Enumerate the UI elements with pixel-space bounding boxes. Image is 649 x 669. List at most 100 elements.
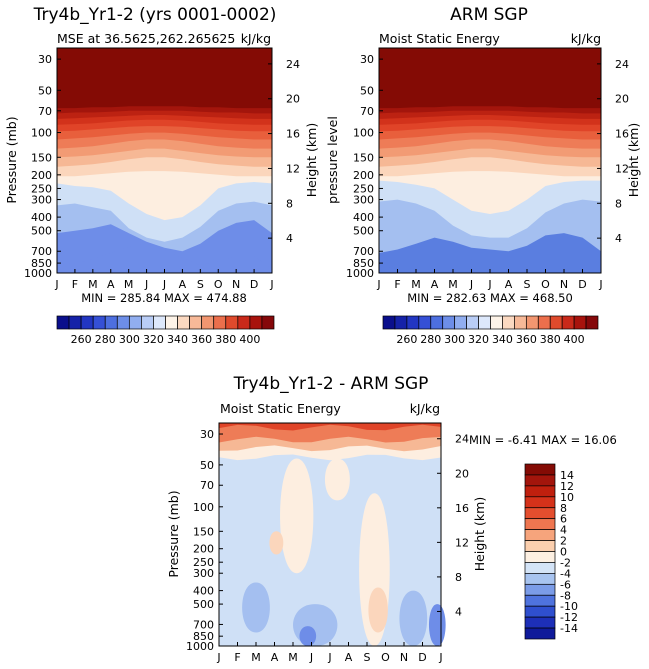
- colorbar-label: -4: [560, 567, 571, 580]
- colorbar-swatch: [165, 315, 178, 330]
- panel-diff-subtitle-left: Moist Static Energy: [220, 401, 341, 416]
- month-tick-label: J: [144, 278, 148, 291]
- panel-model-subtitle-left: MSE at 36.5625,262.265625: [57, 31, 235, 46]
- pressure-tick-label: 50: [38, 84, 52, 97]
- colorbar-swatch: [585, 315, 599, 330]
- colorbar-swatch: [524, 507, 556, 520]
- month-tick-label: F: [234, 651, 240, 664]
- pressure-tick-label: 500: [353, 225, 374, 238]
- colorbar-swatch: [537, 315, 551, 330]
- colorbar-swatch: [524, 573, 556, 585]
- pressure-tick-label: 850: [31, 257, 52, 270]
- height-tick-label: 20: [615, 93, 629, 106]
- colorbar-swatch: [116, 315, 130, 330]
- contour-region: [280, 458, 314, 574]
- colorbar-label: -6: [560, 578, 571, 591]
- pressure-tick-label: 250: [193, 556, 214, 569]
- colorbar-swatch: [525, 315, 539, 330]
- colorbar-swatch: [524, 529, 556, 541]
- panel-obs-contours: [379, 48, 601, 273]
- colorbar-swatch: [502, 315, 515, 330]
- colorbar-label: 320: [143, 333, 164, 346]
- panel-model: Try4b_Yr1-2 (yrs 0001-0002) MSE at 36.56…: [4, 5, 319, 346]
- month-tick-label: F: [72, 278, 78, 291]
- pressure-tick-label: 400: [31, 211, 52, 224]
- pressure-tick-label: 200: [193, 543, 214, 556]
- colorbar-swatch: [524, 594, 556, 607]
- month-tick-label: J: [269, 278, 273, 291]
- colorbar-swatch: [524, 540, 556, 552]
- month-tick-label: O: [381, 651, 390, 664]
- contour-region: [269, 531, 284, 555]
- pressure-tick-label: 300: [31, 194, 52, 207]
- panel-model-subtitle-right: kJ/kg: [241, 31, 271, 46]
- pressure-tick-label: 850: [353, 257, 374, 270]
- panel-obs-stats: MIN = 282.63 MAX = 468.50: [407, 291, 573, 305]
- month-tick-label: A: [179, 278, 187, 291]
- pressure-tick-label: 700: [353, 245, 374, 258]
- panel-diff-title: Try4b_Yr1-2 - ARM SGP: [233, 374, 429, 394]
- panel-model-colorbar: 260 280 300 320 340 360 380 400: [56, 315, 275, 346]
- colorbar-swatch: [430, 315, 444, 330]
- colorbar-swatch: [141, 315, 154, 330]
- colorbar-swatch: [524, 463, 556, 476]
- month-tick-label: N: [232, 278, 240, 291]
- panel-model-y2label: Height (km): [304, 123, 319, 197]
- month-tick-label: O: [541, 278, 550, 291]
- pressure-tick-label: 100: [193, 501, 214, 514]
- colorbar-label: 10: [560, 491, 574, 504]
- pressure-tick-label: 500: [31, 225, 52, 238]
- colorbar-swatch: [524, 518, 556, 530]
- height-tick-label: 24: [455, 433, 469, 446]
- colorbar-label: -2: [560, 556, 571, 569]
- colorbar-swatch: [549, 315, 563, 330]
- colorbar-swatch: [524, 562, 556, 574]
- colorbar-swatch: [394, 315, 408, 330]
- month-tick-label: M: [288, 651, 298, 664]
- colorbar-label: 4: [560, 524, 567, 537]
- panel-diff-contours: [219, 423, 446, 646]
- colorbar-label: 2: [560, 535, 567, 548]
- colorbar-label: 380: [540, 333, 561, 346]
- month-tick-label: J: [309, 651, 313, 664]
- colorbar-swatch: [128, 315, 142, 330]
- colorbar-label: -14: [560, 622, 578, 635]
- pressure-tick-label: 250: [353, 182, 374, 195]
- month-tick-label: N: [400, 651, 408, 664]
- colorbar-label: 8: [560, 502, 567, 515]
- colorbar-swatch: [406, 315, 420, 330]
- pressure-tick-label: 400: [353, 211, 374, 224]
- colorbar-label: 300: [444, 333, 465, 346]
- colorbar-label: 14: [560, 469, 574, 482]
- month-tick-label: J: [487, 278, 491, 291]
- colorbar-swatch: [237, 315, 251, 330]
- colorbar-swatch: [418, 315, 432, 330]
- colorbar-swatch: [524, 605, 556, 618]
- colorbar-label: 380: [215, 333, 236, 346]
- month-tick-label: A: [107, 278, 115, 291]
- colorbar-swatch: [466, 315, 479, 330]
- colorbar-swatch: [478, 315, 491, 330]
- month-tick-label: N: [560, 278, 568, 291]
- month-tick-label: J: [438, 651, 442, 664]
- pressure-tick-label: 30: [38, 53, 52, 66]
- height-tick-label: 16: [455, 502, 469, 515]
- colorbar-label: -10: [560, 600, 578, 613]
- contour-region: [324, 458, 350, 501]
- pressure-tick-label: 700: [193, 618, 214, 631]
- pressure-tick-label: 150: [193, 525, 214, 538]
- height-tick-label: 12: [286, 162, 300, 175]
- colorbar-label: 400: [239, 333, 260, 346]
- pressure-tick-label: 400: [193, 585, 214, 598]
- height-tick-label: 4: [455, 605, 462, 618]
- month-tick-label: M: [411, 278, 421, 291]
- pressure-tick-label: 1000: [24, 267, 52, 280]
- colorbar-swatch: [524, 627, 556, 640]
- contour-band: [57, 48, 272, 109]
- month-tick-label: A: [345, 651, 353, 664]
- contour-region: [299, 626, 317, 646]
- colorbar-swatch: [68, 315, 82, 330]
- contour-region: [368, 587, 388, 633]
- pressure-tick-label: 150: [31, 151, 52, 164]
